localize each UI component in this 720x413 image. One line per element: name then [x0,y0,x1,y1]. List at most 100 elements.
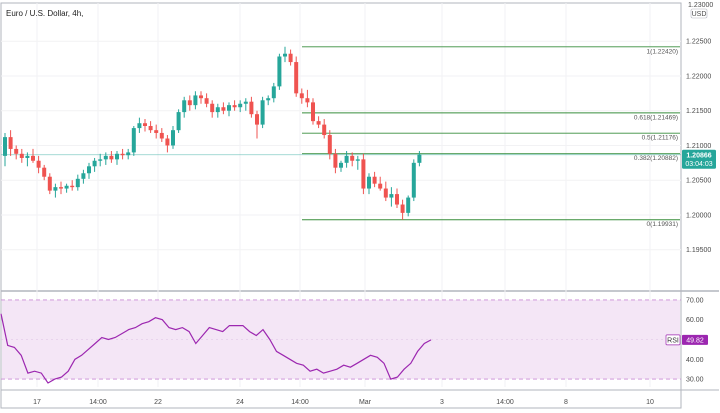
candle-body [361,159,366,189]
candle-body [378,183,383,189]
candle-body [339,162,343,168]
candle-body [19,153,24,158]
candle-body [64,185,69,189]
x-tick-label: 24 [236,399,244,406]
candle-body [126,152,131,156]
y-tick-label: 1.21000 [686,143,711,150]
chart-frame [0,2,682,409]
candle-body [87,166,91,174]
candle-body [59,187,63,189]
candle-body [260,100,265,125]
x-tick-label: 22 [154,399,162,406]
y-tick-label: 1.20500 [686,178,711,185]
candle-body [288,53,293,63]
candle-body [193,95,198,106]
x-tick-label: 10 [646,399,654,406]
candle-body [25,155,30,158]
rsi-tick-label: 60.00 [686,317,704,324]
candle-body [120,153,125,156]
y-tick-label-partial: 1.23000 [688,2,713,9]
rsi-value-label: 49.82 [686,337,704,344]
candle-body [75,178,80,188]
y-tick-label: 1.19500 [686,247,711,254]
currency-box [690,8,708,19]
rsi-tick-label: 40.00 [686,357,704,364]
candle-body [249,101,254,115]
candle-body [8,137,13,149]
candle-body [294,62,299,94]
last-price-value: 1.20866 [686,152,711,159]
candle-body [131,128,136,153]
candle-body [215,107,220,113]
candle-body [383,188,388,198]
candle-body [199,95,203,99]
candle-body [31,155,35,161]
x-tick-label: 14:00 [89,399,107,406]
candle-body [137,123,142,129]
x-tick-label: 3 [440,399,444,406]
x-tick-label: 14:00 [291,399,309,406]
last-price-countdown: 03:04:03 [685,161,712,168]
candle-body [350,155,355,161]
rsi-value-badge [682,334,708,345]
y-tick-label: 1.22500 [686,39,711,46]
candle-body [115,153,119,160]
candle-body [271,86,276,99]
candle-body [165,138,170,146]
candle-body [238,103,243,108]
fib-level-label: 1(1.22420) [647,48,678,55]
candle-body [47,176,52,191]
candle-body [204,98,209,104]
x-tick-label: 8 [564,399,568,406]
y-tick-label: 1.21500 [686,108,711,115]
candle-body [36,160,41,168]
candle-body [395,194,399,205]
candle-body [109,155,114,160]
candle-body [311,102,315,122]
rsi-name-label: RSI [667,337,679,344]
rsi-tick-label: 30.00 [686,377,704,384]
candle-body [42,167,47,177]
candle-body [221,107,226,111]
rsi-name-badge [665,334,681,346]
rsi-tick-label: 70.00 [686,297,704,304]
y-tick-label: 1.22000 [686,73,711,80]
x-tick-label: 17 [33,399,41,406]
candle-body [143,123,147,126]
candle-body [171,130,175,146]
candle-body [277,56,282,87]
candle-body [70,185,75,188]
candle-body [243,101,248,104]
candle-body [103,155,108,160]
candle-body [327,135,332,154]
candle-body [148,126,153,131]
fib-level-label: 0(1.19931) [647,221,678,228]
candle-body [98,159,103,161]
candle-body [305,98,310,103]
candle-body [266,98,271,101]
candle-body [417,154,422,163]
chart-title: Euro / U.S. Dollar, 4h, [6,9,83,18]
fib-level-label: 0.5(1.21176) [642,135,678,142]
x-tick-label: 14:00 [496,399,514,406]
candle-body [182,100,187,113]
candle-body [322,124,327,136]
candle-body [372,176,377,184]
candle-body [53,187,58,191]
candle-body [14,148,19,154]
candle-body [81,173,86,179]
rsi-series-line [0,313,432,384]
candle-body [283,53,287,57]
candle-body [154,130,159,133]
candle-body [227,105,231,111]
candle-body [400,204,405,213]
candle-body [411,162,416,198]
candle-body [389,194,394,198]
candle-body [367,176,371,189]
fib-level-label: 0.382(1.20882) [634,155,678,162]
candle-body [333,153,338,168]
last-price-badge [682,149,716,169]
fib-level-label: 0.618(1.21469) [634,114,678,121]
